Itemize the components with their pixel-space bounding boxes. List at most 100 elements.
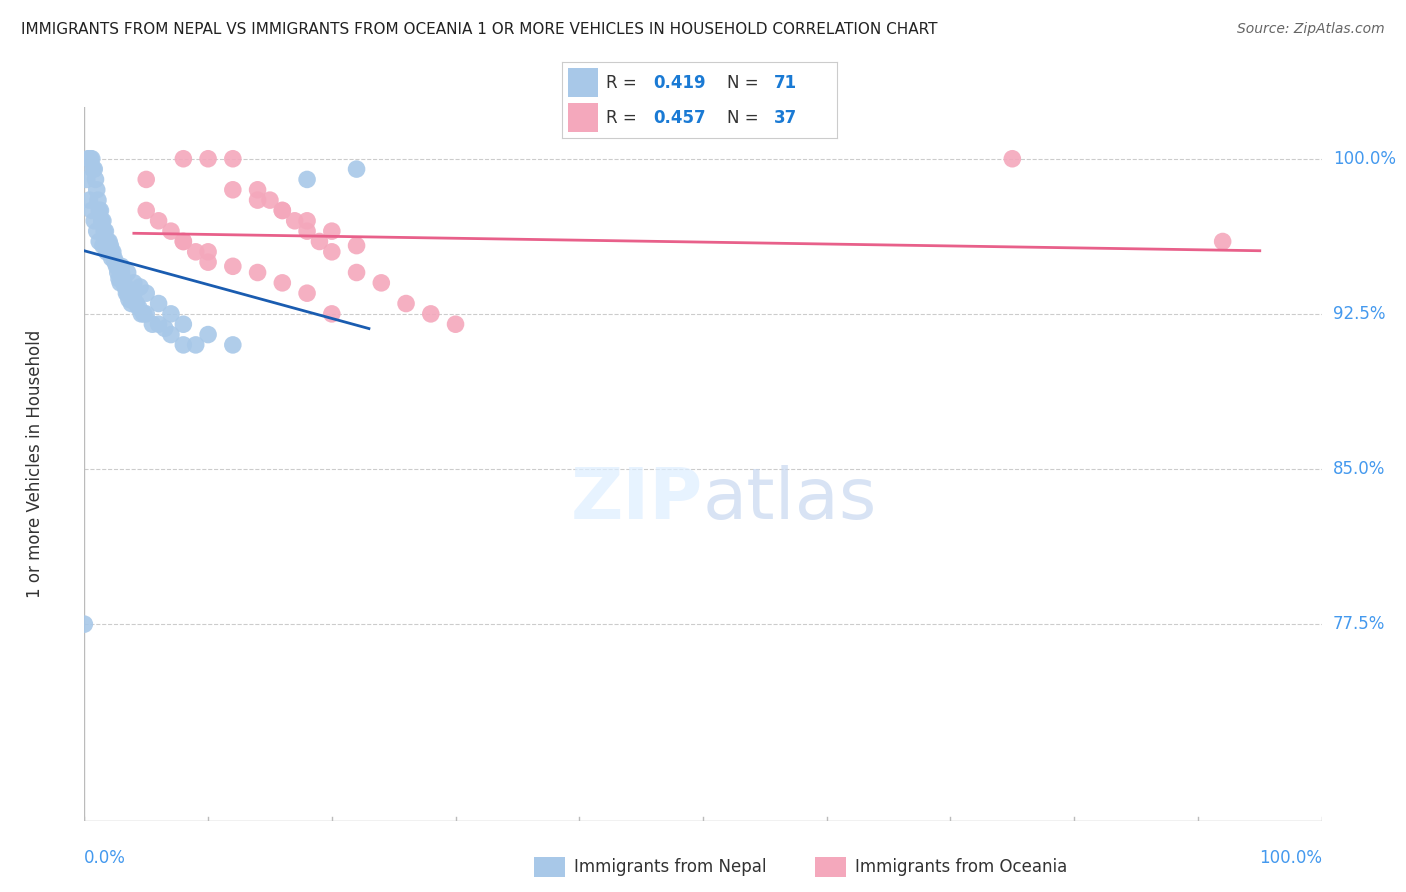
Point — [160, 307, 183, 321]
Point — [184, 244, 207, 259]
Point — [271, 276, 294, 290]
Point — [370, 276, 392, 290]
Point — [117, 286, 139, 301]
Point — [271, 203, 294, 218]
Point — [114, 280, 136, 294]
Point — [197, 244, 219, 259]
Text: N =: N = — [727, 109, 763, 127]
Point — [246, 183, 269, 197]
Text: 0.0%: 0.0% — [84, 849, 127, 867]
Point — [101, 244, 124, 259]
Text: 92.5%: 92.5% — [1333, 305, 1385, 323]
Point — [100, 244, 122, 259]
Point — [91, 214, 114, 228]
Point — [112, 276, 135, 290]
Point — [172, 235, 194, 249]
Point — [135, 172, 157, 186]
Text: IMMIGRANTS FROM NEPAL VS IMMIGRANTS FROM OCEANIA 1 OR MORE VEHICLES IN HOUSEHOLD: IMMIGRANTS FROM NEPAL VS IMMIGRANTS FROM… — [21, 22, 938, 37]
Point — [108, 271, 131, 285]
Point — [110, 276, 132, 290]
Text: Immigrants from Nepal: Immigrants from Nepal — [574, 858, 766, 876]
Point — [1212, 235, 1234, 249]
Point — [86, 224, 108, 238]
Point — [122, 286, 145, 301]
Point — [135, 203, 157, 218]
Point — [222, 338, 245, 352]
Point — [160, 224, 183, 238]
Point — [90, 214, 112, 228]
Point — [135, 286, 157, 301]
Point — [98, 235, 121, 249]
Point — [80, 203, 103, 218]
Point — [97, 235, 120, 249]
Point — [89, 203, 111, 218]
Text: 85.0%: 85.0% — [1333, 460, 1385, 478]
Point — [83, 214, 105, 228]
Text: R =: R = — [606, 74, 643, 92]
Point — [79, 152, 101, 166]
Point — [89, 203, 111, 218]
Point — [129, 280, 152, 294]
Point — [79, 152, 101, 166]
Point — [115, 286, 138, 301]
Point — [118, 293, 141, 307]
Point — [308, 235, 330, 249]
Point — [87, 193, 110, 207]
Point — [98, 238, 121, 252]
Point — [222, 152, 245, 166]
Point — [125, 296, 148, 310]
Point — [100, 251, 122, 265]
Point — [395, 296, 418, 310]
Point — [79, 193, 101, 207]
Text: 0.457: 0.457 — [652, 109, 706, 127]
Point — [73, 617, 96, 632]
Text: 37: 37 — [773, 109, 797, 127]
Point — [104, 255, 127, 269]
Point — [129, 307, 152, 321]
Point — [160, 327, 183, 342]
Point — [111, 271, 134, 285]
Point — [148, 296, 170, 310]
Point — [84, 172, 107, 186]
Point — [172, 152, 194, 166]
Point — [107, 266, 129, 280]
Point — [148, 317, 170, 331]
Text: 100.0%: 100.0% — [1333, 150, 1396, 168]
Point — [86, 183, 108, 197]
Point — [148, 214, 170, 228]
Point — [96, 244, 118, 259]
Point — [120, 296, 142, 310]
Point — [172, 235, 194, 249]
Point — [128, 301, 150, 315]
Point — [222, 183, 245, 197]
Point — [295, 172, 318, 186]
Point — [197, 327, 219, 342]
Point — [295, 224, 318, 238]
Point — [135, 307, 157, 321]
Point — [321, 307, 343, 321]
Bar — [568, 103, 598, 132]
Point — [76, 172, 98, 186]
Point — [153, 321, 176, 335]
Point — [295, 286, 318, 301]
Point — [91, 238, 114, 252]
Point — [1001, 152, 1024, 166]
Point — [82, 162, 104, 177]
Bar — [568, 68, 598, 96]
Point — [271, 203, 294, 218]
Point — [80, 152, 103, 166]
Point — [89, 235, 111, 249]
Point — [103, 251, 125, 265]
Text: Immigrants from Oceania: Immigrants from Oceania — [855, 858, 1067, 876]
Text: N =: N = — [727, 74, 763, 92]
Text: 1 or more Vehicles in Household: 1 or more Vehicles in Household — [25, 330, 44, 598]
Point — [321, 244, 343, 259]
Point — [93, 224, 115, 238]
Point — [117, 266, 139, 280]
Text: 100.0%: 100.0% — [1258, 849, 1322, 867]
Text: 77.5%: 77.5% — [1333, 615, 1385, 633]
Point — [222, 260, 245, 274]
Point — [141, 317, 163, 331]
Point — [197, 255, 219, 269]
Point — [184, 338, 207, 352]
